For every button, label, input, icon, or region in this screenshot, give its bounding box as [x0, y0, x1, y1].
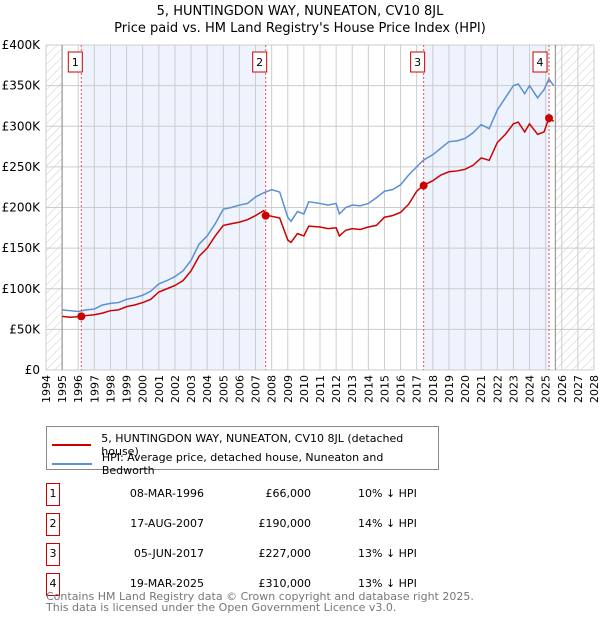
sale-price: £227,000: [258, 547, 312, 560]
y-tick-label: £0: [25, 363, 40, 377]
x-tick-label: 2018: [427, 375, 440, 403]
x-tick-label: 2000: [137, 375, 150, 403]
sale-label-box: [252, 51, 268, 73]
sale-price: £310,000: [258, 577, 312, 590]
sale-row: 3 05-JUN-2017 £227,000 13% ↓ HPI: [46, 543, 466, 566]
x-tick-label: 2006: [233, 375, 246, 403]
sale-price: £190,000: [258, 517, 312, 530]
x-tick-label: 2012: [330, 375, 343, 403]
footer-licence: This data is licensed under the Open Gov…: [46, 601, 397, 614]
sale-hpi-diff: 13% ↓ HPI: [358, 577, 417, 590]
x-tick-label: 2023: [507, 375, 520, 403]
sale-number: 1: [46, 483, 60, 506]
x-tick-label: 2008: [266, 375, 279, 403]
x-tick-label: 2009: [282, 375, 295, 403]
sale-label: 4: [537, 56, 544, 69]
x-tick-label: 2021: [475, 375, 488, 403]
x-tick-label: 2017: [411, 375, 424, 403]
x-tick-label: 2024: [524, 375, 537, 403]
x-tick-label: 2016: [395, 375, 408, 403]
x-tick-label: 2001: [153, 375, 166, 403]
sale-row: 1 08-MAR-1996 £66,000 10% ↓ HPI: [46, 483, 466, 506]
sale-label: 3: [414, 56, 421, 69]
y-tick-label: £50K: [9, 322, 41, 336]
x-tick-label: 2005: [217, 375, 230, 403]
sale-point: [545, 114, 554, 123]
x-tick-label: 2014: [362, 375, 375, 403]
x-tick-label: 1997: [88, 375, 101, 403]
sale-label-box: [410, 51, 426, 73]
x-tick-label: 2028: [588, 375, 600, 403]
sale-label: 2: [256, 56, 263, 69]
x-tick-label: 2010: [298, 375, 311, 403]
sale-date: 17-AUG-2007: [130, 517, 204, 530]
x-tick-label: 2027: [572, 375, 585, 403]
y-tick-label: £100K: [2, 282, 42, 296]
x-tick-label: 2002: [169, 375, 182, 403]
x-tick-label: 2020: [459, 375, 472, 403]
x-tick-label: 2025: [540, 375, 553, 403]
sale-date: 05-JUN-2017: [133, 547, 204, 560]
legend-swatch-hpi: [52, 463, 92, 465]
footer-copyright: Contains HM Land Registry data © Crown c…: [46, 590, 474, 603]
x-tick-label: 2004: [201, 375, 214, 403]
x-tick-label: 2026: [556, 375, 569, 403]
sale-number: 4: [46, 573, 60, 596]
sale-price: £66,000: [265, 487, 312, 500]
sale-hpi-diff: 10% ↓ HPI: [358, 487, 417, 500]
sale-point: [261, 211, 270, 220]
x-tick-label: 1994: [40, 375, 53, 403]
sale-row: 4 19-MAR-2025 £310,000 13% ↓ HPI: [46, 573, 466, 596]
price-paid-line: [62, 116, 555, 318]
sale-row: 2 17-AUG-2007 £190,000 14% ↓ HPI: [46, 513, 466, 536]
sale-date: 08-MAR-1996: [129, 487, 204, 500]
plot-area: 1994 1995 1996 1997 1998 1999 2000 2001 2002 2003…: [2, 38, 600, 403]
sale-number: 3: [46, 543, 60, 566]
x-tick-label: 2003: [185, 375, 198, 403]
sale-point: [419, 181, 428, 190]
x-tick-label: 2015: [378, 375, 391, 403]
sale-hpi-diff: 14% ↓ HPI: [358, 517, 417, 530]
x-tick-label: 1999: [121, 375, 134, 403]
sale-label: 1: [72, 56, 79, 69]
sale-number: 2: [46, 513, 60, 536]
legend-label-hpi: HPI: Average price, detached house, Nune…: [101, 451, 384, 477]
y-tick-label: £150K: [2, 241, 42, 255]
x-tick-label: 2013: [346, 375, 359, 403]
chart-subtitle: Price paid vs. HM Land Registry's House …: [114, 21, 486, 36]
x-tick-label: 2019: [443, 375, 456, 403]
x-tick-label: 2007: [250, 375, 263, 403]
sale-date: 19-MAR-2025: [129, 577, 204, 590]
x-tick-label: 1998: [104, 375, 117, 403]
legend-swatch-price: [52, 444, 92, 446]
legend-label-price: 5, HUNTINGDON WAY, NUNEATON, CV10 8JL (d…: [101, 432, 404, 458]
hpi-line: [62, 77, 555, 313]
sale-hpi-diff: 13% ↓ HPI: [358, 547, 417, 560]
y-tick-label: £250K: [2, 160, 42, 174]
chart-title: 5, HUNTINGDON WAY, NUNEATON, CV10 8JL: [156, 4, 444, 19]
sale-label-box: [532, 51, 548, 73]
legend: 5, HUNTINGDON WAY, NUNEATON, CV10 8JL (d…: [46, 426, 439, 477]
y-tick-label: £200K: [2, 201, 42, 215]
y-tick-label: £300K: [2, 119, 42, 133]
sale-label-box: [67, 51, 83, 73]
sale-point: [77, 312, 86, 321]
x-tick-label: 2022: [491, 375, 504, 403]
y-tick-label: £350K: [2, 79, 42, 93]
x-tick-label: 1996: [72, 375, 85, 403]
y-tick-label: £400K: [2, 38, 42, 52]
x-tick-label: 2011: [314, 375, 327, 403]
x-tick-label: 1995: [56, 375, 69, 403]
